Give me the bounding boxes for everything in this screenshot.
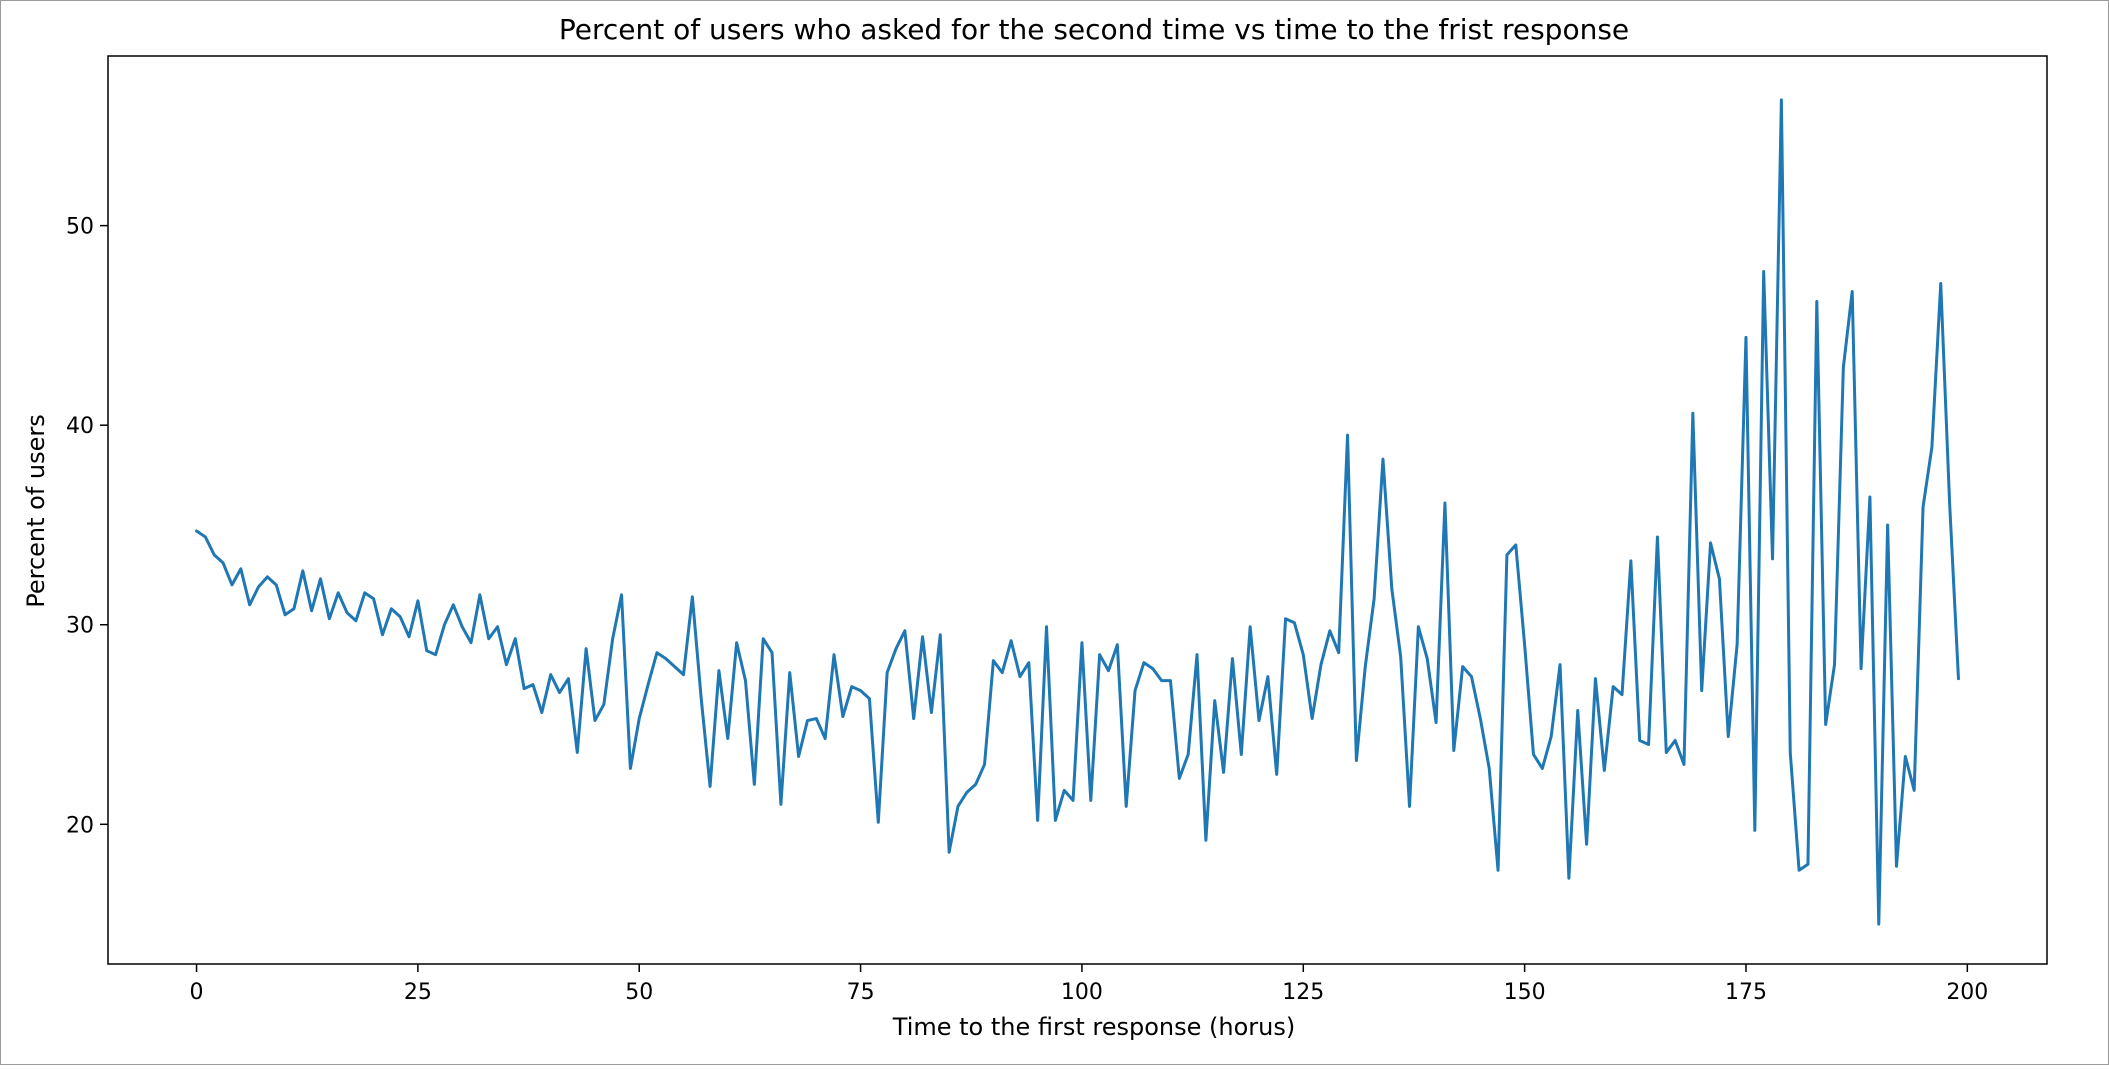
x-tick-label: 25 xyxy=(404,980,432,1005)
chart-title: Percent of users who asked for the secon… xyxy=(559,13,1629,46)
y-tick-label: 40 xyxy=(66,414,94,439)
x-tick-label: 75 xyxy=(847,980,875,1005)
series-line xyxy=(195,98,1960,926)
y-axis-label: Percent of users xyxy=(22,414,50,608)
x-tick-label: 0 xyxy=(190,980,204,1005)
y-tick-label: 50 xyxy=(66,215,94,240)
x-tick-label: 100 xyxy=(1061,980,1103,1005)
x-tick-label: 50 xyxy=(625,980,653,1005)
x-tick-label: 125 xyxy=(1282,980,1324,1005)
y-tick-label: 20 xyxy=(66,813,94,838)
x-axis-ticks: 0 25 50 75 100 125 150 175 200 xyxy=(190,964,1988,1005)
x-tick-label: 175 xyxy=(1725,980,1767,1005)
x-tick-label: 150 xyxy=(1504,980,1546,1005)
plot-area-frame xyxy=(107,55,2048,965)
y-axis-ticks: 20 30 40 50 xyxy=(66,215,108,838)
x-axis-label: Time to the first response (horus) xyxy=(892,1013,1295,1041)
series-layer xyxy=(195,98,1960,926)
y-tick-label: 30 xyxy=(66,614,94,639)
x-tick-label: 200 xyxy=(1946,980,1988,1005)
